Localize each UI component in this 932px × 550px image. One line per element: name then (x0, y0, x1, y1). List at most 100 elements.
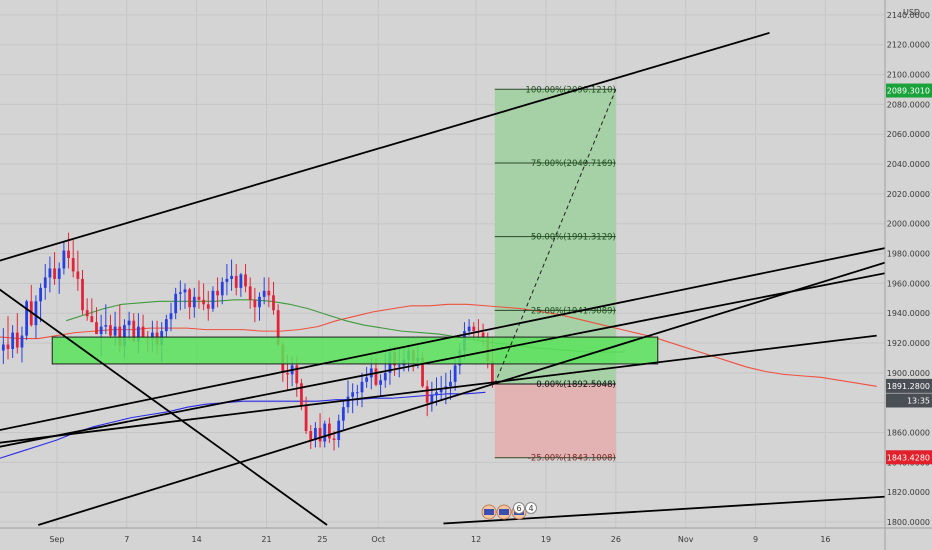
candle-body (449, 381, 452, 387)
event-count-badge (513, 502, 525, 514)
candle-body (421, 357, 424, 387)
candle-body (355, 392, 359, 394)
candle-body (234, 275, 238, 288)
candle-body (206, 304, 210, 309)
price-tick-label: 1900.0000 (887, 369, 930, 378)
moving-average-line (0, 303, 877, 387)
event-count-badge (525, 502, 537, 514)
trendline (0, 242, 910, 431)
candle-body (439, 389, 443, 393)
price-tick-label: 1800.0000 (887, 518, 930, 527)
candle-body (323, 423, 327, 442)
time-tick-label: 21 (261, 535, 271, 544)
candle-body (435, 392, 438, 396)
price-badge-label: 1891.2800 (887, 382, 930, 391)
price-tick-label: 2020.0000 (887, 190, 930, 199)
candle-body (248, 286, 252, 300)
candle-body (53, 268, 56, 279)
price-badges: 2089.3010 1891.2800 13:35 1843.4280 (886, 83, 932, 465)
loss-zone (494, 384, 616, 458)
candle-body (286, 372, 289, 375)
trendline (37, 254, 910, 526)
candle-body (71, 258, 75, 272)
support-zone[interactable] (51, 336, 659, 365)
candle-body (109, 325, 112, 336)
price-badge (886, 450, 932, 465)
candle-body (351, 392, 355, 397)
candle-body (258, 296, 261, 308)
candle-body (34, 301, 38, 326)
price-badge (886, 378, 932, 393)
price-axis[interactable]: 2140.0000 2120.0000 2100.0000 2080.0000 2060… (887, 11, 930, 527)
candle-body (6, 344, 10, 350)
candle-body (67, 250, 70, 259)
candle-body (137, 326, 140, 342)
price-tick-label: 2120.0000 (887, 41, 930, 50)
candle-body (104, 325, 108, 327)
candle-body (39, 287, 42, 302)
candle-body (346, 396, 350, 408)
price-tick-label: 2040.0000 (887, 160, 930, 169)
candle-body (295, 365, 299, 384)
fib-label: 100.00%(2090.1210) (525, 85, 615, 95)
candle-body (220, 281, 224, 296)
candle-body (178, 292, 182, 294)
trendlines[interactable] (0, 31, 910, 526)
candle-body (318, 428, 322, 442)
time-axis[interactable]: Sep 7 14 21 25 Oct 12 19 26 Nov 9 16 (49, 535, 830, 544)
candle-body (337, 420, 341, 440)
trendline (0, 267, 910, 448)
time-tick-label: Nov (678, 535, 694, 544)
candle-body (174, 293, 178, 314)
moving-average-line (0, 391, 486, 459)
event-count-label: 6 (516, 504, 521, 513)
price-tick-label: 1960.0000 (887, 279, 930, 288)
price-axis-background[interactable] (885, 0, 932, 550)
fib-label: -25.00%(1843.1008) (528, 454, 616, 464)
candle-body (369, 368, 373, 378)
candle-body (397, 365, 401, 367)
candle-body (425, 386, 429, 403)
candle-body (20, 335, 24, 348)
time-tick-label: 26 (611, 535, 621, 544)
trendline (0, 31, 770, 262)
price-tick-label: 2060.0000 (887, 130, 930, 139)
fib-label: 75.00%(2040.7169) (531, 159, 616, 169)
candle-body (141, 326, 145, 338)
candle-body (430, 395, 434, 403)
price-tick-label: 2100.0000 (887, 71, 930, 80)
candle-body (365, 377, 369, 382)
fib-label: 0.00%(1892.5048) (536, 380, 616, 390)
candle-body (85, 310, 89, 317)
candle-body (197, 296, 201, 300)
time-tick-label: 12 (471, 535, 481, 544)
candle-body (239, 274, 243, 288)
price-badge-label: 1843.4280 (887, 453, 930, 462)
price-badge (886, 393, 932, 408)
candle-body (192, 296, 196, 308)
candle-body (304, 405, 308, 432)
time-tick-label: 16 (820, 535, 830, 544)
candle-body (48, 268, 52, 278)
flag-stripe (499, 509, 509, 515)
long-position-tool[interactable] (494, 89, 616, 458)
candle-body (383, 372, 387, 381)
candle-body (211, 290, 215, 309)
candle-body (244, 274, 247, 287)
candle-body (25, 301, 29, 336)
candle-body (253, 299, 257, 308)
candle-body (267, 290, 271, 296)
candle-body (11, 332, 15, 350)
candle-body (332, 438, 336, 440)
candle-body (314, 428, 317, 440)
time-tick-label: 14 (192, 535, 202, 544)
price-badge (886, 83, 932, 98)
candle-body (81, 278, 84, 311)
candle-body (95, 322, 98, 335)
price-tick-label: 1820.0000 (887, 488, 930, 497)
candle-body (341, 407, 345, 421)
candle-body (76, 271, 80, 279)
time-tick-label: 19 (541, 535, 551, 544)
